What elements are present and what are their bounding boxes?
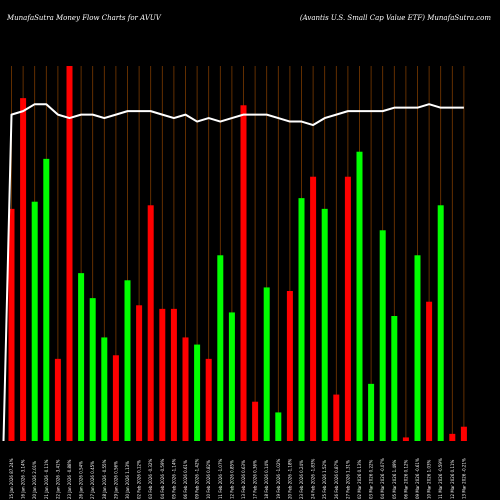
x-tick-label: 06 Mar 2026 0.12% — [403, 459, 408, 499]
x-tick-label: 30 Jan 2026 1.13% — [125, 461, 130, 499]
bar — [449, 433, 456, 441]
bar — [460, 426, 467, 441]
x-tick-label: 03 Feb 2026 -0.32% — [148, 458, 153, 499]
bar — [402, 437, 409, 441]
bar — [368, 383, 375, 441]
x-tick-label: 06 Feb 2026 0.61% — [183, 460, 188, 499]
price-line — [2, 103, 464, 442]
x-tick-label: 09 Feb 2026 -1.42% — [195, 458, 200, 499]
bar — [124, 280, 131, 441]
bar — [194, 344, 201, 441]
bar — [252, 401, 259, 441]
bar — [66, 66, 73, 441]
x-tick-label: 15 Jan 2026 87.24% — [9, 458, 14, 499]
bar — [310, 176, 317, 441]
bar — [356, 151, 363, 441]
bar — [159, 308, 166, 441]
bar — [20, 98, 27, 442]
bar — [217, 255, 224, 441]
x-tick-label: 28 Jan 2026 -0.55% — [102, 459, 107, 499]
x-tick-label: 11 Mar 2026 -0.59% — [438, 458, 443, 499]
bar — [379, 230, 386, 441]
bars — [8, 66, 467, 442]
x-tick-label: 04 Mar 2026 -0.07% — [380, 458, 385, 499]
x-axis-labels: 15 Jan 2026 87.24% 16 Jan 2026 -3.14% 20 J… — [9, 458, 466, 499]
x-tick-label: 13 Mar 2026 -0.21% — [461, 458, 466, 499]
x-tick-label: 16 Jan 2026 -3.14% — [21, 459, 26, 499]
bar — [263, 287, 270, 441]
x-tick-label: 26 Feb 2026 0.87% — [334, 460, 339, 499]
bar — [182, 337, 189, 441]
x-tick-label: 04 Feb 2026 -0.59% — [160, 458, 165, 499]
x-tick-label: 25 Feb 2026 1.52% — [322, 460, 327, 499]
x-tick-label: 02 Feb 2026 0.12% — [137, 460, 142, 499]
bar — [298, 198, 305, 441]
bar — [54, 358, 61, 441]
bar — [240, 105, 247, 442]
x-tick-label: 17 Feb 2026 0.36% — [253, 460, 258, 499]
bar — [333, 394, 340, 441]
bar — [8, 208, 15, 441]
x-tick-label: 02 Mar 2026 0.13% — [357, 459, 362, 499]
chart-title-left: MunafaSutra Money Flow Charts for AVUV — [6, 14, 162, 22]
x-tick-label: 18 Feb 2026 0.14% — [264, 460, 269, 499]
x-tick-label: 29 Jan 2026 0.56% — [113, 461, 118, 499]
bar — [136, 305, 143, 441]
x-tick-label: 21 Jan 2026 -0.11% — [44, 459, 49, 499]
x-tick-label: 05 Feb 2026 -1.14% — [171, 458, 176, 499]
x-tick-label: 13 Feb 2026 0.63% — [241, 460, 246, 499]
bar — [344, 176, 351, 441]
bar — [170, 308, 177, 441]
chart-title-right: (Avantis U.S. Small Cap Value ETF) Munaf… — [300, 14, 491, 22]
x-tick-label: 27 Jan 2026 0.45% — [90, 461, 95, 499]
bar — [228, 312, 235, 441]
x-tick-label: 19 Feb 2026 -1.02% — [276, 458, 281, 499]
x-tick-label: 10 Mar 2026 1.03% — [427, 459, 432, 499]
x-tick-label: 20 Feb 2026 -1.18% — [287, 458, 292, 499]
x-tick-label: 12 Feb 2026 0.85% — [229, 460, 234, 499]
x-tick-label: 03 Mar 2026 0.22% — [369, 459, 374, 499]
x-tick-label: 23 Jan 2026 -0.88% — [67, 459, 72, 499]
x-tick-label: 09 Mar 2026 -0.61% — [415, 458, 420, 499]
bar — [31, 201, 38, 441]
bar — [286, 291, 293, 441]
bar — [205, 358, 212, 441]
x-tick-label: 22 Jan 2026 -3.41% — [55, 459, 60, 499]
x-tick-label: 23 Feb 2026 0.24% — [299, 460, 304, 499]
x-tick-label: 10 Feb 2026 0.82% — [206, 460, 211, 499]
bar — [414, 255, 421, 441]
bar — [275, 412, 282, 441]
x-tick-label: 11 Feb 2026 -1.07% — [218, 458, 223, 499]
bar — [101, 337, 108, 441]
x-tick-label: 20 Jan 2026 2.01% — [32, 461, 37, 499]
bar — [426, 301, 433, 441]
bar — [321, 208, 328, 441]
bar — [147, 205, 154, 441]
x-tick-label: 12 Mar 2026 0.11% — [450, 459, 455, 499]
x-tick-label: 05 Mar 2026 1.49% — [392, 459, 397, 499]
x-tick-label: 27 Feb 2026 1.31% — [345, 460, 350, 499]
x-tick-label: 24 Feb 2026 -1.83% — [311, 458, 316, 499]
bar — [437, 205, 444, 441]
price-line-path — [2, 103, 464, 442]
bar — [112, 355, 119, 441]
bar — [391, 316, 398, 441]
x-tick-label: 26 Jan 2026 0.54% — [79, 461, 84, 499]
bar — [78, 273, 85, 441]
bar — [43, 158, 50, 441]
bar — [89, 298, 96, 441]
